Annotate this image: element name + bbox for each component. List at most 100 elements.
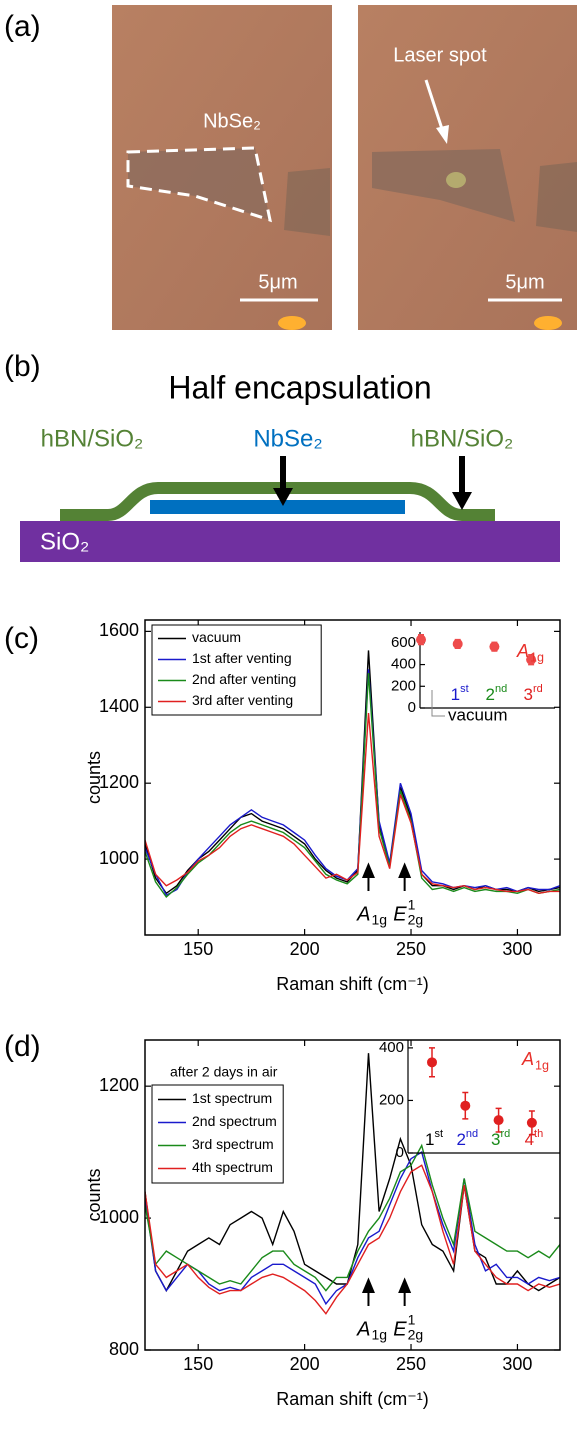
x-tick-label: 200	[290, 939, 320, 959]
y-tick-label: 0	[408, 699, 416, 716]
annotation-sub: 2g	[408, 1327, 424, 1343]
layer-label: NbSe₂	[253, 425, 322, 452]
legend-label: 3rd spectrum	[192, 1136, 274, 1152]
y-tick-label: 200	[391, 677, 416, 694]
category-bracket	[431, 690, 445, 717]
y-tick-label: 1600	[99, 620, 139, 640]
annotation-text: A	[516, 641, 529, 661]
plot-area	[145, 1053, 560, 1315]
legend-label: 2nd spectrum	[192, 1113, 277, 1129]
legend-label: 4th spectrum	[192, 1159, 273, 1175]
category-label: 1st	[451, 683, 469, 705]
annotation-text: A	[521, 1049, 534, 1069]
category-label: 3rd	[523, 683, 542, 705]
y-tick-label: 0	[396, 1144, 404, 1161]
annotation-sub: 1g	[530, 650, 544, 664]
y-tick-label: 1000	[99, 1207, 139, 1227]
y-tick-label: 1200	[99, 1075, 139, 1095]
category-label: 3rd	[491, 1128, 510, 1150]
series-line	[145, 669, 560, 897]
series-line	[145, 712, 560, 895]
schematic: Half encapsulation hBN/SiO₂ NbSe₂ hBN/Si…	[20, 369, 560, 562]
annotation-text: A	[356, 903, 370, 925]
series-line	[145, 1164, 560, 1315]
axes-frame	[144, 1039, 561, 1351]
substrate-label: SiO₂	[40, 528, 89, 555]
y-tick-label: 1400	[99, 696, 139, 716]
y-tick-label: 400	[391, 656, 416, 673]
flake-label: NbSe₂	[203, 110, 261, 132]
data-point	[489, 641, 500, 652]
data-point	[452, 638, 463, 649]
legend-label: 3rd after venting	[192, 692, 293, 708]
data-point	[526, 654, 537, 665]
x-tick-label: 150	[183, 1354, 213, 1374]
substrate	[20, 521, 560, 562]
scale-bar-label: 5μm	[258, 271, 297, 293]
data-point	[427, 1057, 437, 1068]
schematic-title: Half encapsulation	[168, 369, 431, 405]
y-axis-title: counts	[84, 751, 104, 804]
y-tick-label: 400	[379, 1039, 404, 1056]
annotation-sub: 1g	[371, 912, 387, 928]
series-line	[145, 673, 560, 899]
data-point	[493, 1115, 504, 1126]
panel-label: (c)	[4, 622, 39, 655]
layer-label: hBN/SiO₂	[411, 425, 514, 452]
legend-label: vacuum	[192, 629, 241, 645]
annotation-sub: 1g	[535, 1058, 549, 1072]
x-axis-title: Raman shift (cm⁻¹)	[276, 1389, 429, 1409]
panel-label: (b)	[4, 350, 41, 383]
y-tick-label: 1200	[99, 772, 139, 792]
annotation-arrow	[361, 862, 375, 891]
data-point	[416, 634, 426, 645]
annotation-arrow	[398, 1277, 412, 1306]
scale-bar-label: 5μm	[505, 271, 544, 293]
axes-frame	[144, 619, 561, 936]
x-axis-title: Raman shift (cm⁻¹)	[276, 974, 429, 994]
annotation-sup: 1	[408, 1312, 416, 1328]
y-tick-label: 200	[379, 1091, 404, 1108]
nbse2-layer	[150, 500, 405, 514]
legend-box	[151, 624, 322, 716]
annotation-sup: 1	[408, 897, 416, 913]
series-line	[145, 1151, 560, 1306]
x-tick-label: 250	[396, 939, 426, 959]
annotation-arrow	[398, 862, 412, 891]
laser-label: Laser spot	[393, 44, 487, 66]
x-tick-label: 200	[290, 1354, 320, 1374]
legend-box	[151, 1084, 284, 1184]
panel-label: (d)	[4, 1030, 41, 1063]
y-axis-title: counts	[84, 1168, 104, 1221]
category-label: 4th	[525, 1128, 544, 1150]
micrograph-left: NbSe₂ 5μm	[112, 5, 332, 330]
annotation-text: E	[393, 1318, 407, 1340]
y-tick-label: 1000	[99, 848, 139, 868]
data-point	[526, 1117, 537, 1128]
legend-label: 1st after venting	[192, 650, 292, 666]
data-point	[460, 1100, 471, 1111]
x-tick-label: 300	[502, 939, 532, 959]
category-label: 2nd	[456, 1128, 478, 1150]
category-label: vacuum	[448, 705, 508, 724]
annotation-sub: 2g	[408, 912, 424, 928]
y-tick-label: 600	[391, 634, 416, 651]
x-tick-label: 150	[183, 939, 213, 959]
category-label: 1st	[425, 1128, 443, 1150]
series-line	[145, 1143, 560, 1292]
panel-label: (a)	[4, 10, 41, 43]
x-tick-label: 300	[502, 1354, 532, 1374]
category-label: 2nd	[486, 683, 508, 705]
annotation-arrow	[361, 1277, 375, 1306]
note: after 2 days in air	[170, 1064, 278, 1080]
legend-label: 1st spectrum	[192, 1090, 272, 1106]
layer-label: hBN/SiO₂	[41, 425, 144, 452]
annotation-text: A	[356, 1318, 370, 1340]
x-tick-label: 250	[396, 1354, 426, 1374]
annotation-sub: 1g	[371, 1327, 387, 1343]
y-tick-label: 800	[109, 1339, 139, 1359]
legend-label: 2nd after venting	[192, 671, 296, 687]
arrow-head	[273, 488, 293, 506]
plot-area	[145, 650, 560, 899]
